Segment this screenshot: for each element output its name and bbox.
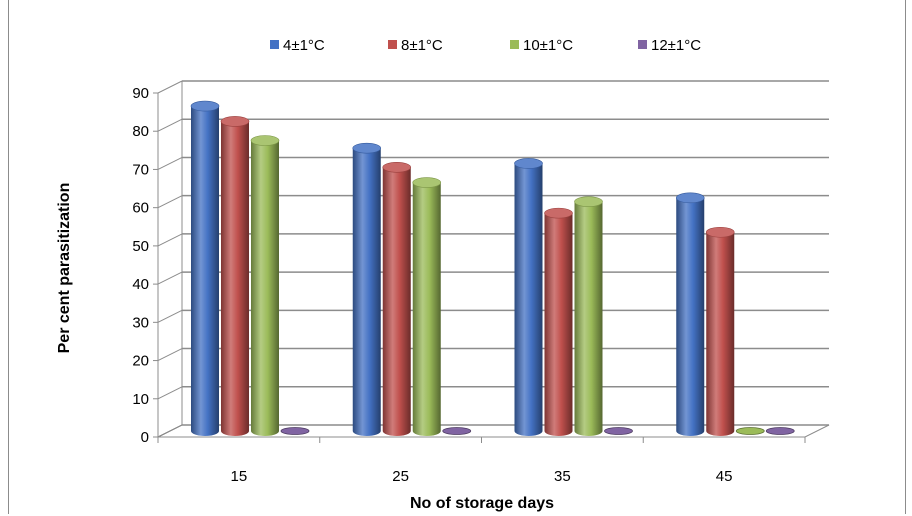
bar-body: [191, 106, 219, 436]
bar-cap: [382, 161, 412, 173]
bar-body: [412, 182, 441, 437]
bar-body: [676, 197, 705, 437]
y-tick-label: 20: [132, 353, 149, 370]
gridline-diagonal: [157, 118, 183, 132]
legend-item: 8±1°C: [388, 37, 443, 54]
y-tick-label: 50: [132, 238, 149, 255]
bar: [544, 207, 573, 437]
bar: [190, 100, 220, 436]
bar-body: [382, 167, 411, 437]
bar-body: [544, 213, 573, 437]
bar: [514, 158, 543, 437]
bar-zero-disc: [765, 427, 795, 435]
bar-cap: [250, 135, 280, 146]
bar-body: [352, 148, 381, 437]
bar: [220, 116, 250, 437]
gridline-diagonal: [157, 195, 183, 209]
gridline-diagonal: [157, 156, 183, 170]
bar-body: [514, 163, 543, 437]
legend-swatch: [510, 40, 519, 49]
y-tick-label: 40: [132, 276, 149, 293]
y-tick-label: 70: [132, 161, 149, 178]
bar: [442, 427, 472, 435]
x-tick-label: 35: [554, 468, 571, 485]
legend-label: 12±1°C: [651, 37, 701, 54]
legend-label: 4±1°C: [283, 37, 325, 54]
gridline-diagonal: [157, 80, 183, 94]
bar-zero-disc: [442, 427, 472, 435]
bar-body: [574, 201, 603, 437]
gridline-diagonal: [157, 309, 183, 323]
bar-zero-disc: [280, 427, 310, 435]
bar: [574, 196, 603, 437]
legend-label: 8±1°C: [401, 37, 443, 54]
y-tick-labels: 0 10 20 30 40 50 60 70 80 90: [132, 85, 149, 446]
bar-cap: [574, 196, 603, 207]
y-tick-label: 0: [141, 429, 149, 446]
side-wall: [157, 81, 183, 438]
bars-layer: [190, 100, 795, 437]
bar: [382, 161, 412, 437]
y-tick-label: 10: [132, 391, 149, 408]
bar-cap: [705, 226, 735, 238]
bar-cap: [544, 207, 573, 219]
y-tick-label: 90: [132, 85, 149, 102]
gridline-diagonal: [157, 348, 183, 362]
bar-body: [706, 232, 735, 437]
bar: [250, 135, 280, 436]
bar: [604, 427, 633, 435]
y-axis-label: Per cent parasitization: [56, 183, 73, 354]
gridline-diagonal: [157, 271, 183, 285]
gridline-diagonal: [157, 233, 183, 247]
bar-zero-disc: [604, 427, 633, 435]
bar-cap: [352, 142, 382, 154]
legend-swatch: [270, 40, 279, 49]
x-tick-label: 45: [716, 468, 733, 485]
bar-zero-disc: [735, 427, 765, 435]
bar-cap: [412, 177, 442, 188]
legend-item: 12±1°C: [638, 37, 701, 54]
bar-cap: [675, 192, 705, 204]
bar: [675, 192, 705, 437]
floor: [157, 424, 830, 438]
legend-item: 10±1°C: [510, 37, 573, 54]
x-tick-label: 15: [231, 468, 248, 485]
y-tick-label: 30: [132, 314, 149, 331]
bar-cap: [220, 116, 250, 127]
bar: [280, 427, 310, 435]
legend-swatch: [388, 40, 397, 49]
legend-swatch: [638, 40, 647, 49]
legend-label: 10±1°C: [523, 37, 573, 54]
chart-frame: [8, 0, 906, 514]
gridline-diagonal: [157, 386, 183, 400]
bar: [352, 142, 382, 437]
bar-cap: [190, 100, 220, 112]
bar-body: [251, 140, 279, 436]
bar: [705, 226, 735, 437]
bar-cap: [514, 158, 543, 169]
x-tick-label: 25: [392, 468, 409, 485]
bar: [412, 177, 442, 437]
bar-body: [221, 121, 249, 437]
legend: 4±1°C 8±1°C 10±1°C 12±1°C: [270, 37, 701, 54]
x-tick-labels: 15 25 35 45: [231, 468, 733, 485]
bar: [765, 427, 795, 435]
legend-item: 4±1°C: [270, 37, 325, 54]
y-tick-label: 80: [132, 123, 149, 140]
y-tick-label: 60: [132, 200, 149, 217]
x-axis-label: No of storage days: [410, 495, 554, 512]
bar: [735, 427, 765, 435]
